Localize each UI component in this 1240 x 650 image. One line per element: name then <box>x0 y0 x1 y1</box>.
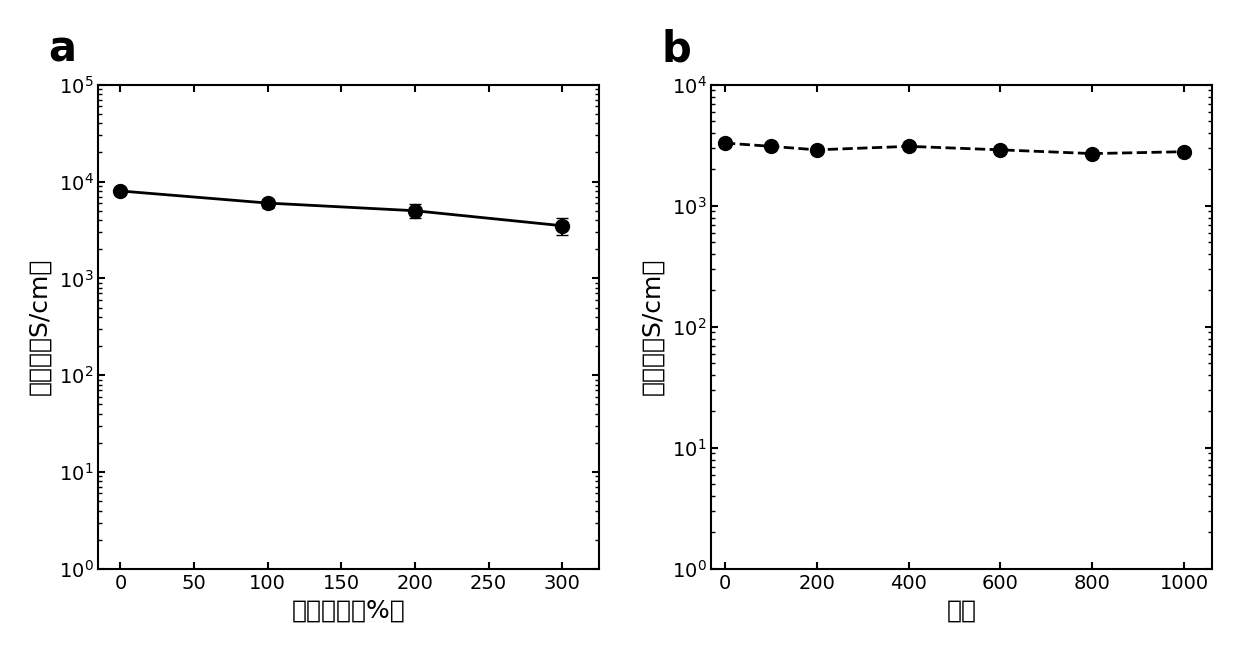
Text: b: b <box>661 28 691 70</box>
X-axis label: 拉伸应变（%）: 拉伸应变（%） <box>291 598 405 622</box>
Y-axis label: 电导率（S/cm）: 电导率（S/cm） <box>27 258 52 395</box>
X-axis label: 循环: 循环 <box>946 598 976 622</box>
Text: a: a <box>48 28 77 70</box>
Y-axis label: 电导率（S/cm）: 电导率（S/cm） <box>641 258 665 395</box>
